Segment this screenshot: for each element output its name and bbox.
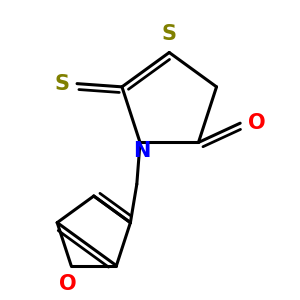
Text: S: S (54, 74, 69, 94)
Text: S: S (162, 25, 177, 44)
Text: N: N (133, 141, 150, 161)
Text: O: O (248, 113, 266, 133)
Text: O: O (59, 274, 77, 294)
